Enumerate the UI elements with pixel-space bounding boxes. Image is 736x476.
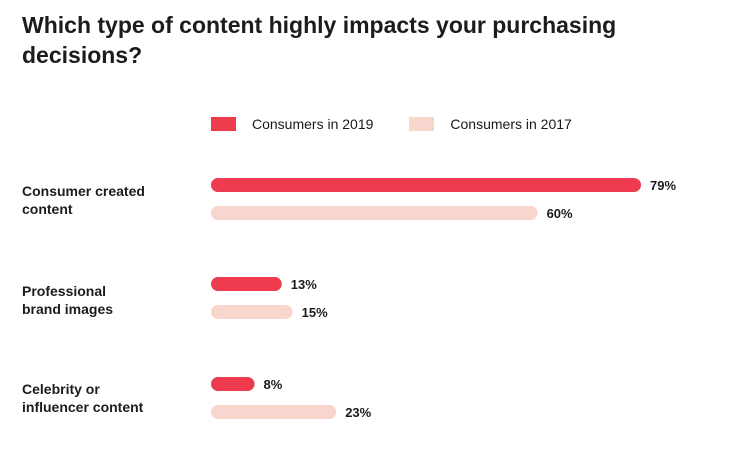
data-label-2019-1: 13% [291, 277, 317, 292]
bar-2017-1 [211, 305, 293, 319]
legend-swatch-2017 [409, 117, 435, 131]
data-label-2017-0: 60% [547, 206, 573, 221]
legend-label-2019: Consumers in 2019 [252, 116, 374, 132]
legend-item-2019: Consumers in 2019 [211, 116, 373, 132]
bar-2019-0 [211, 178, 641, 192]
legend-item-2017: Consumers in 2017 [409, 116, 572, 132]
data-label-2019-2: 8% [264, 377, 283, 392]
legend: Consumers in 2019 Consumers in 2017 [211, 116, 608, 132]
bar-2017-0 [211, 206, 538, 220]
bar-2019-2 [211, 377, 255, 391]
data-label-2019-0: 79% [650, 178, 676, 193]
legend-swatch-2019 [211, 117, 236, 131]
category-label-professional-brand: Professional brand images [22, 283, 114, 317]
legend-label-2017: Consumers in 2017 [450, 116, 572, 132]
category-label-consumer-created: Consumer created content [22, 183, 145, 217]
chart-title: Which type of content highly impacts you… [22, 12, 617, 68]
bar-2019-1 [211, 277, 282, 291]
data-label-2017-1: 15% [302, 305, 328, 320]
bar-2017-2 [211, 405, 337, 419]
data-label-2017-2: 23% [345, 405, 371, 420]
category-label-celebrity-influencer: Celebrity or influencer content [22, 381, 144, 415]
